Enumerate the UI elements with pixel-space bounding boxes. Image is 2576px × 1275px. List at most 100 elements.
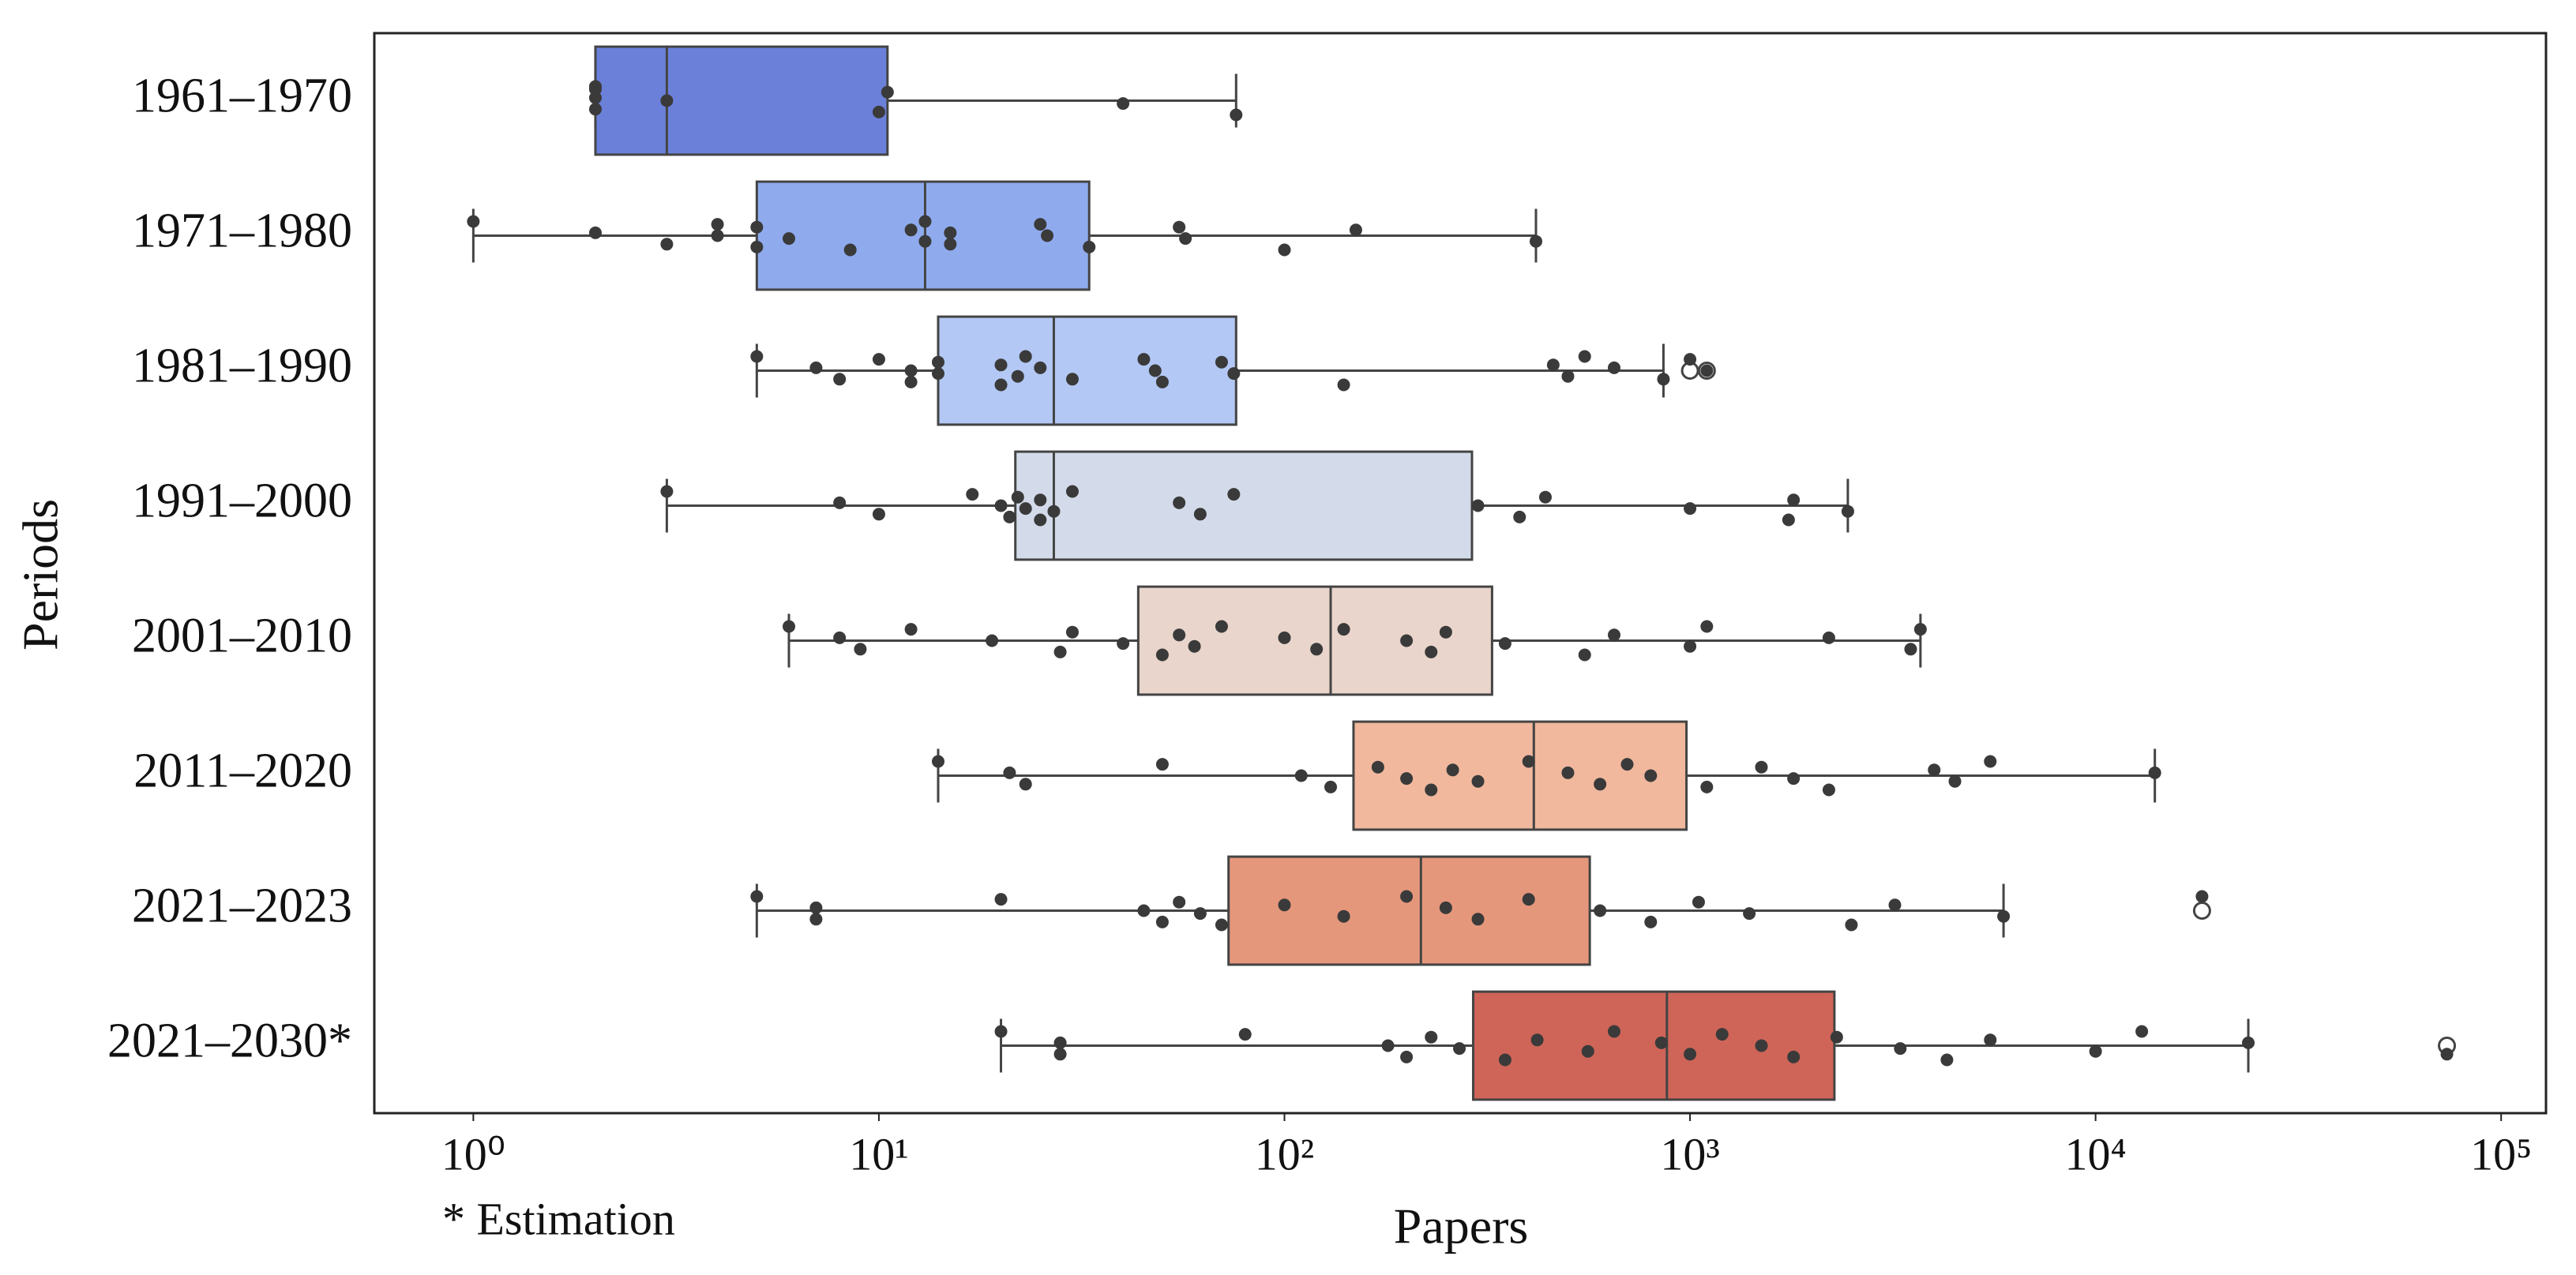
point [1215, 620, 1228, 633]
point [1155, 915, 1169, 928]
x-tick-label: 10⁴ [2065, 1128, 2127, 1179]
point [1371, 760, 1384, 774]
x-tick-label: 10⁵ [2470, 1128, 2532, 1179]
point [1644, 915, 1658, 928]
point [1117, 97, 1130, 111]
point [1700, 620, 1714, 633]
point [1053, 645, 1067, 658]
point [2148, 766, 2161, 779]
point [1053, 1048, 1067, 1061]
point [1155, 758, 1169, 771]
point [994, 1025, 1008, 1038]
point [1594, 904, 1607, 917]
plot-frame [373, 32, 2548, 1115]
point [1904, 643, 1917, 656]
point [1498, 637, 1511, 651]
point [1117, 637, 1130, 651]
point [1561, 766, 1575, 779]
point [1238, 1028, 1252, 1041]
point [1400, 890, 1414, 903]
point [1787, 493, 1801, 507]
point [711, 229, 724, 242]
point [1684, 1048, 1697, 1061]
point [809, 913, 823, 926]
point [1530, 1033, 1544, 1047]
point [660, 485, 674, 498]
point [750, 890, 764, 903]
point [1349, 223, 1362, 237]
point [986, 634, 999, 647]
point [1607, 628, 1620, 642]
point [809, 901, 823, 914]
x-tick-label: 10⁰ [441, 1128, 505, 1179]
point [1578, 648, 1591, 662]
point [1471, 774, 1485, 788]
point [1822, 631, 1835, 644]
point [1538, 490, 1552, 504]
point [1928, 763, 1941, 777]
point [881, 85, 894, 99]
point [1700, 364, 1714, 377]
point [1003, 510, 1016, 523]
point [1227, 488, 1241, 501]
x-axis-label: Papers [1394, 1198, 1529, 1254]
point [1193, 907, 1207, 921]
point [1439, 901, 1452, 914]
point [994, 893, 1008, 906]
point [1294, 769, 1308, 782]
point [1053, 1036, 1067, 1049]
point [1743, 907, 1756, 921]
point [1148, 364, 1162, 377]
point [1173, 628, 1186, 642]
outlier [1697, 362, 1716, 380]
point [1940, 1053, 1954, 1067]
point [1011, 490, 1024, 504]
point [872, 508, 885, 521]
point [660, 94, 674, 107]
point [1581, 1044, 1594, 1058]
point [1019, 502, 1032, 516]
point [1065, 625, 1079, 639]
point [854, 643, 867, 656]
point [833, 631, 847, 644]
point [1034, 513, 1047, 527]
point [1173, 496, 1186, 509]
point [783, 232, 796, 246]
box [594, 45, 889, 156]
point [2440, 1048, 2454, 1061]
point [809, 361, 823, 374]
point [711, 218, 724, 231]
point [1047, 504, 1061, 518]
point [1425, 1030, 1438, 1044]
x-tick-label: 10² [1255, 1128, 1314, 1179]
point [994, 499, 1008, 512]
point [1041, 229, 1054, 242]
point [1529, 234, 1542, 248]
y-tick-label: 1961–1970 [132, 69, 352, 123]
point [1522, 755, 1535, 768]
point [1997, 909, 2011, 923]
y-tick-label: 2011–2020 [133, 744, 352, 798]
point [1513, 510, 1526, 523]
y-tick-label: 1981–1990 [132, 339, 352, 393]
point [2089, 1044, 2102, 1058]
point [1787, 1050, 1801, 1063]
point [1173, 220, 1186, 234]
point [1324, 780, 1338, 793]
point [750, 220, 764, 234]
point [1446, 763, 1459, 777]
outlier [2192, 902, 2211, 920]
point [904, 223, 918, 237]
point [1337, 623, 1350, 636]
point [1011, 369, 1024, 383]
point [1278, 243, 1291, 257]
point [1215, 918, 1228, 932]
y-tick-label: 2021–2030* [107, 1014, 352, 1068]
point [1948, 774, 1962, 788]
point [1755, 1039, 1768, 1052]
x-tick-label: 10³ [1660, 1128, 1719, 1179]
point [931, 367, 944, 381]
point [1400, 634, 1414, 647]
point [1684, 502, 1697, 516]
